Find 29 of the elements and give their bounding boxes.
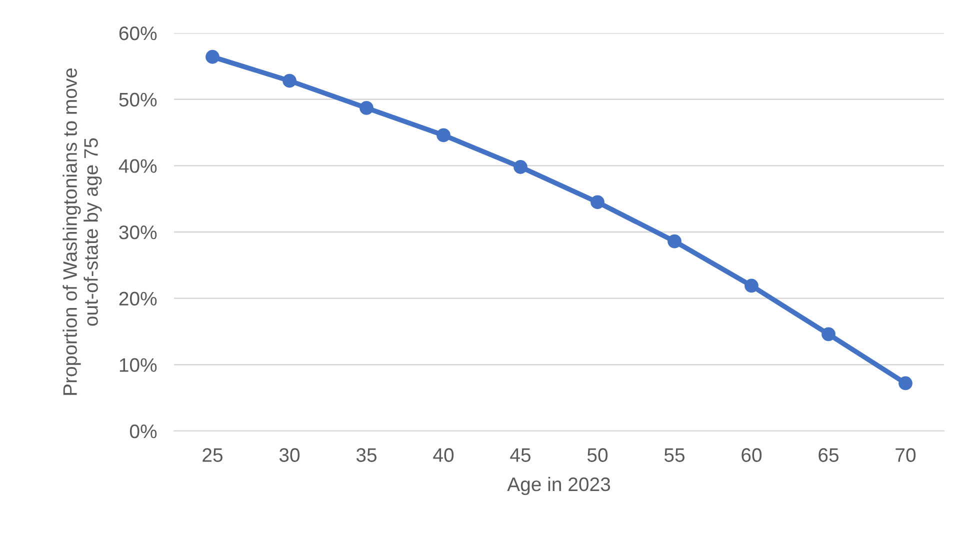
y-tick-label: 0% (130, 424, 157, 438)
x-tick-label: 50 (587, 448, 608, 462)
y-tick-label: 30% (119, 225, 157, 240)
point (668, 234, 682, 248)
y-axis-title: Proportion of Washingtonians to move out-of-state by age 75 (62, 68, 102, 395)
point (360, 101, 374, 115)
point (282, 74, 296, 88)
y-tick-label: 50% (119, 92, 157, 107)
point (898, 376, 912, 390)
point (206, 50, 220, 64)
x-tick-label: 55 (664, 448, 684, 462)
x-axis-title: Age in 2023 (507, 476, 610, 496)
x-tick-label: 45 (510, 448, 530, 462)
x-tick-label: 70 (896, 448, 916, 462)
point (436, 128, 450, 142)
point (514, 160, 528, 174)
y-tick-label: 10% (120, 358, 157, 372)
x-tick-label: 40 (433, 448, 454, 462)
point (744, 278, 758, 293)
x-tick-label: 65 (818, 448, 838, 462)
point (590, 195, 604, 210)
y-tick-label: 20% (119, 292, 157, 306)
y-tick-label: 40% (118, 159, 157, 173)
x-tick-label: 60 (742, 448, 762, 462)
x-tick-label: 30 (279, 448, 300, 462)
y-tick-label: 60% (119, 26, 157, 40)
point (822, 327, 836, 342)
x-tick-label: 35 (356, 448, 376, 462)
x-tick-label: 25 (202, 448, 222, 462)
